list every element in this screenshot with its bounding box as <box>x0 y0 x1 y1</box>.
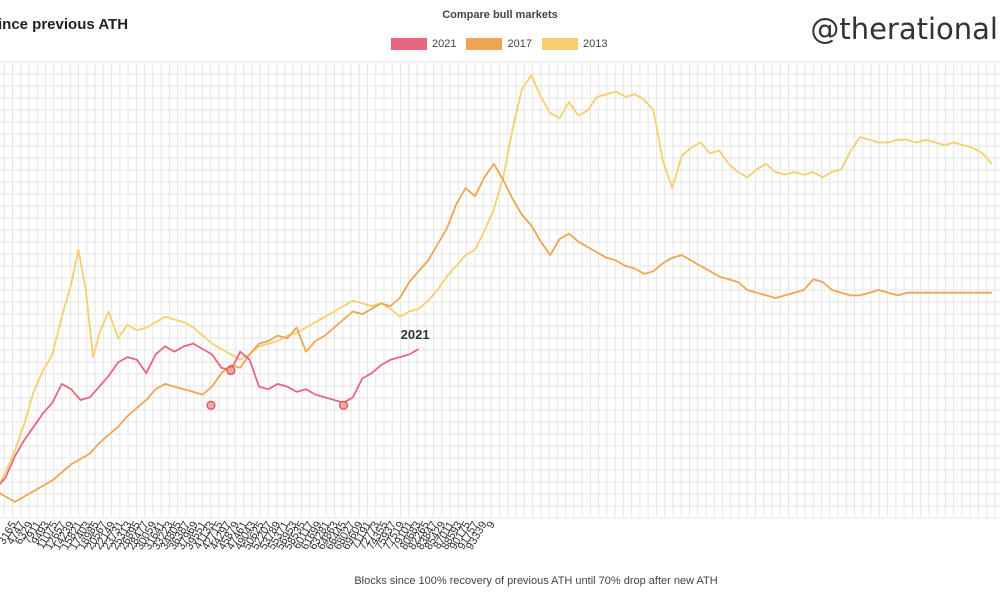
chart-title: Compare bull markets <box>442 9 558 21</box>
page-title: ince previous ATH <box>0 16 129 33</box>
x-tick-label: 9 <box>484 520 497 531</box>
point-marker-2021[interactable] <box>338 400 349 410</box>
point-marker-2021[interactable] <box>206 400 216 410</box>
marker-layer: 2021 <box>206 327 430 410</box>
series-end-label-2021: 2021 <box>401 327 430 342</box>
legend-swatch-2013 <box>541 38 578 50</box>
series-layer <box>0 74 993 503</box>
chart-legend: 2021 2017 2013 <box>391 38 617 50</box>
legend-item-2013[interactable]: 2013 <box>541 38 608 50</box>
series-line-2021 <box>0 342 420 486</box>
x-axis-label: Blocks since 100% recovery of previous A… <box>354 575 717 587</box>
series-line-2017 <box>0 163 992 503</box>
legend-swatch-2017 <box>466 38 503 50</box>
series-line-2013 <box>0 74 993 486</box>
legend-label-2013: 2013 <box>582 38 608 50</box>
x-tick-labels: 3316547476329791194931107512657142391582… <box>0 520 498 552</box>
x-tick-label: 3 <box>0 520 3 531</box>
grid-lines <box>0 61 1000 519</box>
legend-label-2017: 2017 <box>507 38 532 50</box>
legend-item-2021[interactable]: 2021 <box>391 38 456 50</box>
watermark-handle: @therational <box>810 12 998 46</box>
legend-label-2021: 2021 <box>432 38 457 50</box>
point-marker-2013[interactable] <box>226 365 236 376</box>
legend-item-2017[interactable]: 2017 <box>466 38 532 50</box>
legend-swatch-2021 <box>391 38 427 50</box>
